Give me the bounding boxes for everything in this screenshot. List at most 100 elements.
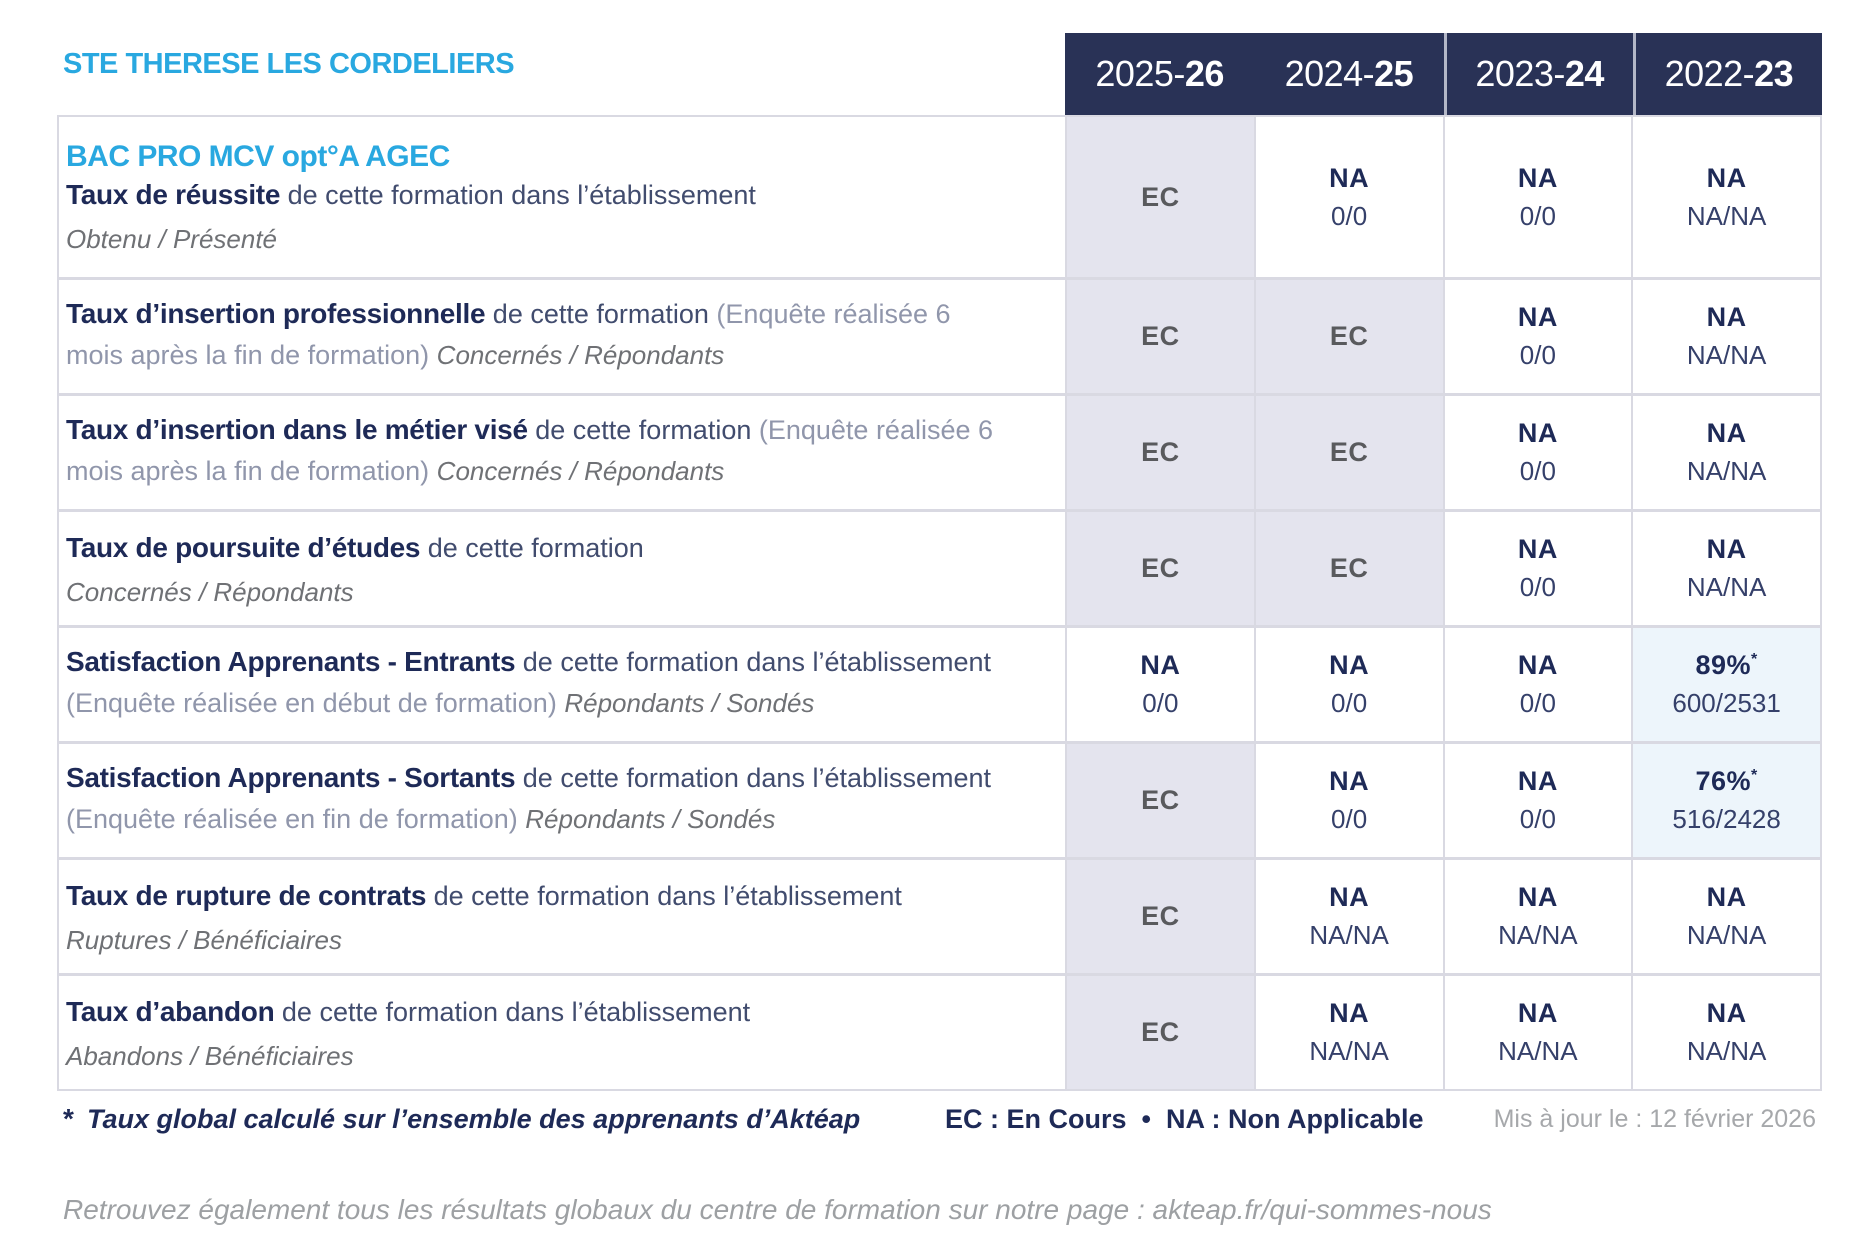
indicator-label-taux-poursuite-etudes: Taux de poursuite d’études de cette form… — [59, 512, 1065, 625]
year-prefix: 2025- — [1095, 53, 1185, 94]
cell-subvalue: 0/0 — [1519, 804, 1556, 834]
cell-taux-insertion-metier-vise-2024-25: EC — [1253, 396, 1443, 509]
cell-subvalue: 0/0 — [1331, 688, 1368, 718]
cell-taux-de-reussite-2023-24: NA 0/0 — [1442, 117, 1632, 277]
year-suffix: 26 — [1184, 53, 1225, 94]
cell-subvalue: 0/0 — [1331, 804, 1368, 834]
year-prefix: 2022- — [1664, 53, 1755, 94]
indicator-text: Taux d’insertion dans le métier visé de … — [66, 412, 1001, 494]
indicator-segment: Concernés / Répondants — [436, 339, 725, 370]
table-row-satisfaction-apprenants-entrants: Satisfaction Apprenants - Entrants de ce… — [59, 625, 1820, 741]
table-row-taux-insertion-metier-vise: Taux d’insertion dans le métier visé de … — [59, 393, 1820, 509]
cell-value: NA — [1329, 162, 1370, 193]
indicator-label-taux-rupture-contrats: Taux de rupture de contrats de cette for… — [59, 860, 1065, 973]
cell-value: EC — [1141, 181, 1180, 212]
cell-taux-insertion-professionnelle-2024-25: EC — [1253, 280, 1443, 393]
cell-subvalue: NA/NA — [1686, 1036, 1767, 1066]
indicator-segment: Taux d’insertion professionnelle — [66, 297, 486, 329]
indicator-segment: de cette formation dans l’établissement — [274, 996, 751, 1027]
cell-taux-de-reussite-2025-26: EC — [1065, 117, 1254, 277]
cell-subvalue: NA/NA — [1498, 920, 1578, 950]
cell-taux-insertion-professionnelle-2022-23: NA NA/NA — [1631, 280, 1820, 393]
cell-satisfaction-apprenants-sortants-2024-25: NA 0/0 — [1253, 744, 1443, 857]
cell-value: NA — [1329, 650, 1370, 680]
table-row-satisfaction-apprenants-sortants: Satisfaction Apprenants - Sortants de ce… — [59, 741, 1820, 857]
cell-value: EC — [1329, 553, 1369, 583]
indicator-segment: de cette formation dans l’établissement — [426, 880, 902, 911]
cell-taux-abandon-2024-25: NA NA/NA — [1253, 976, 1443, 1089]
cell-subvalue: NA/NA — [1686, 572, 1767, 602]
cell-value: NA — [1706, 162, 1747, 193]
year-header-2023-24: 2023- 24 — [1443, 33, 1633, 115]
cell-value: NA — [1517, 998, 1558, 1028]
cell-satisfaction-apprenants-entrants-2025-26: NA 0/0 — [1065, 628, 1254, 741]
cell-subvalue: NA/NA — [1686, 456, 1767, 486]
year-header-2025-26: 2025- 26 — [1065, 33, 1254, 115]
cell-subvalue: 0/0 — [1519, 340, 1556, 370]
year-suffix: 24 — [1564, 53, 1605, 94]
asterisk-mark: * — [1751, 767, 1758, 784]
cell-taux-rupture-contrats-2023-24: NA NA/NA — [1442, 860, 1632, 973]
indicator-label-taux-de-reussite: BAC PRO MCV opt°A AGEC Taux de réussite d… — [59, 117, 1065, 277]
cell-value: 76%* — [1695, 766, 1758, 796]
cell-value: NA — [1706, 534, 1747, 564]
cell-value: EC — [1141, 901, 1180, 931]
cell-satisfaction-apprenants-sortants-2022-23: 76%* 516/2428 — [1631, 744, 1820, 857]
cell-taux-insertion-metier-vise-2025-26: EC — [1065, 396, 1254, 509]
indicator-text: Taux d’insertion professionnelle de cett… — [66, 296, 1001, 378]
indicator-segment: Répondants / Sondés — [525, 803, 776, 834]
cell-taux-insertion-professionnelle-2025-26: EC — [1065, 280, 1254, 393]
cell-subvalue: 0/0 — [1142, 688, 1179, 718]
cell-subvalue: NA/NA — [1686, 200, 1767, 231]
cell-taux-poursuite-etudes-2024-25: EC — [1253, 512, 1443, 625]
cell-subvalue: 0/0 — [1331, 200, 1368, 231]
cell-satisfaction-apprenants-sortants-2023-24: NA 0/0 — [1442, 744, 1632, 857]
school-title: STE THERESE LES CORDELIERS — [63, 48, 515, 80]
table-row-taux-de-reussite: BAC PRO MCV opt°A AGEC Taux de réussite d… — [59, 117, 1820, 277]
cell-value: EC — [1329, 321, 1369, 351]
indicator-segment: Concernés / Répondants — [436, 455, 725, 486]
indicator-text: Taux de réussite de cette formation dans… — [66, 177, 1001, 218]
cell-value: EC — [1141, 785, 1180, 815]
footnote-text: Taux global calculé sur l’ensemble des a… — [87, 1104, 861, 1134]
cell-subvalue: 516/2428 — [1672, 804, 1781, 834]
program-title: BAC PRO MCV opt°A AGEC — [66, 139, 450, 173]
indicator-segment: Taux d’abandon — [66, 995, 275, 1027]
cell-taux-insertion-metier-vise-2022-23: NA NA/NA — [1631, 396, 1820, 509]
cell-subvalue: 0/0 — [1519, 572, 1556, 602]
cell-value: NA — [1329, 998, 1370, 1028]
indicator-text: Taux d’abandon de cette formation dans l… — [66, 994, 1001, 1035]
cell-satisfaction-apprenants-entrants-2024-25: NA 0/0 — [1253, 628, 1443, 741]
indicator-segment: (Enquête réalisée 6 mois après la fin de… — [66, 414, 994, 486]
cell-value: NA — [1329, 766, 1370, 796]
indicator-segment: de cette formation — [420, 532, 644, 563]
indicator-subline: Concernés / Répondants — [66, 576, 354, 607]
cell-value: EC — [1329, 437, 1369, 467]
indicator-text: Satisfaction Apprenants - Entrants de ce… — [66, 644, 1001, 726]
cell-value: NA — [1329, 882, 1370, 912]
cell-value: NA — [1517, 162, 1558, 193]
indicator-subline: Ruptures / Bénéficiaires — [66, 924, 343, 955]
cell-subvalue: 0/0 — [1519, 200, 1556, 231]
year-header-band: 2025- 26 2024- 25 2023- 24 2022- 23 — [1065, 33, 1822, 115]
cell-taux-de-reussite-2024-25: NA 0/0 — [1253, 117, 1443, 277]
indicator-label-taux-insertion-professionnelle: Taux d’insertion professionnelle de cett… — [59, 280, 1065, 393]
indicator-text: Taux de rupture de contrats de cette for… — [66, 878, 1001, 919]
indicator-subline: Obtenu / Présenté — [66, 223, 278, 254]
table-row-taux-abandon: Taux d’abandon de cette formation dans l… — [59, 973, 1820, 1089]
indicator-subline: Abandons / Bénéficiaires — [66, 1040, 354, 1071]
indicator-segment: de cette formation dans l’établissement — [280, 179, 756, 210]
indicator-segment: Taux de rupture de contrats — [66, 879, 427, 911]
indicator-label-satisfaction-apprenants-sortants: Satisfaction Apprenants - Sortants de ce… — [59, 744, 1065, 857]
legend-text: EC : En Cours • NA : Non Applicable — [945, 1104, 1424, 1134]
indicator-segment: de cette formation — [485, 298, 717, 329]
stats-table-body: BAC PRO MCV opt°A AGEC Taux de réussite d… — [57, 115, 1822, 1091]
cell-satisfaction-apprenants-entrants-2023-24: NA 0/0 — [1442, 628, 1632, 741]
cell-value: EC — [1141, 437, 1180, 467]
year-prefix: 2024- — [1284, 53, 1375, 94]
cell-subvalue: 0/0 — [1519, 456, 1556, 486]
cell-taux-rupture-contrats-2024-25: NA NA/NA — [1253, 860, 1443, 973]
cell-value: EC — [1141, 321, 1180, 351]
cell-taux-poursuite-etudes-2023-24: NA 0/0 — [1442, 512, 1632, 625]
year-suffix: 25 — [1374, 53, 1414, 94]
